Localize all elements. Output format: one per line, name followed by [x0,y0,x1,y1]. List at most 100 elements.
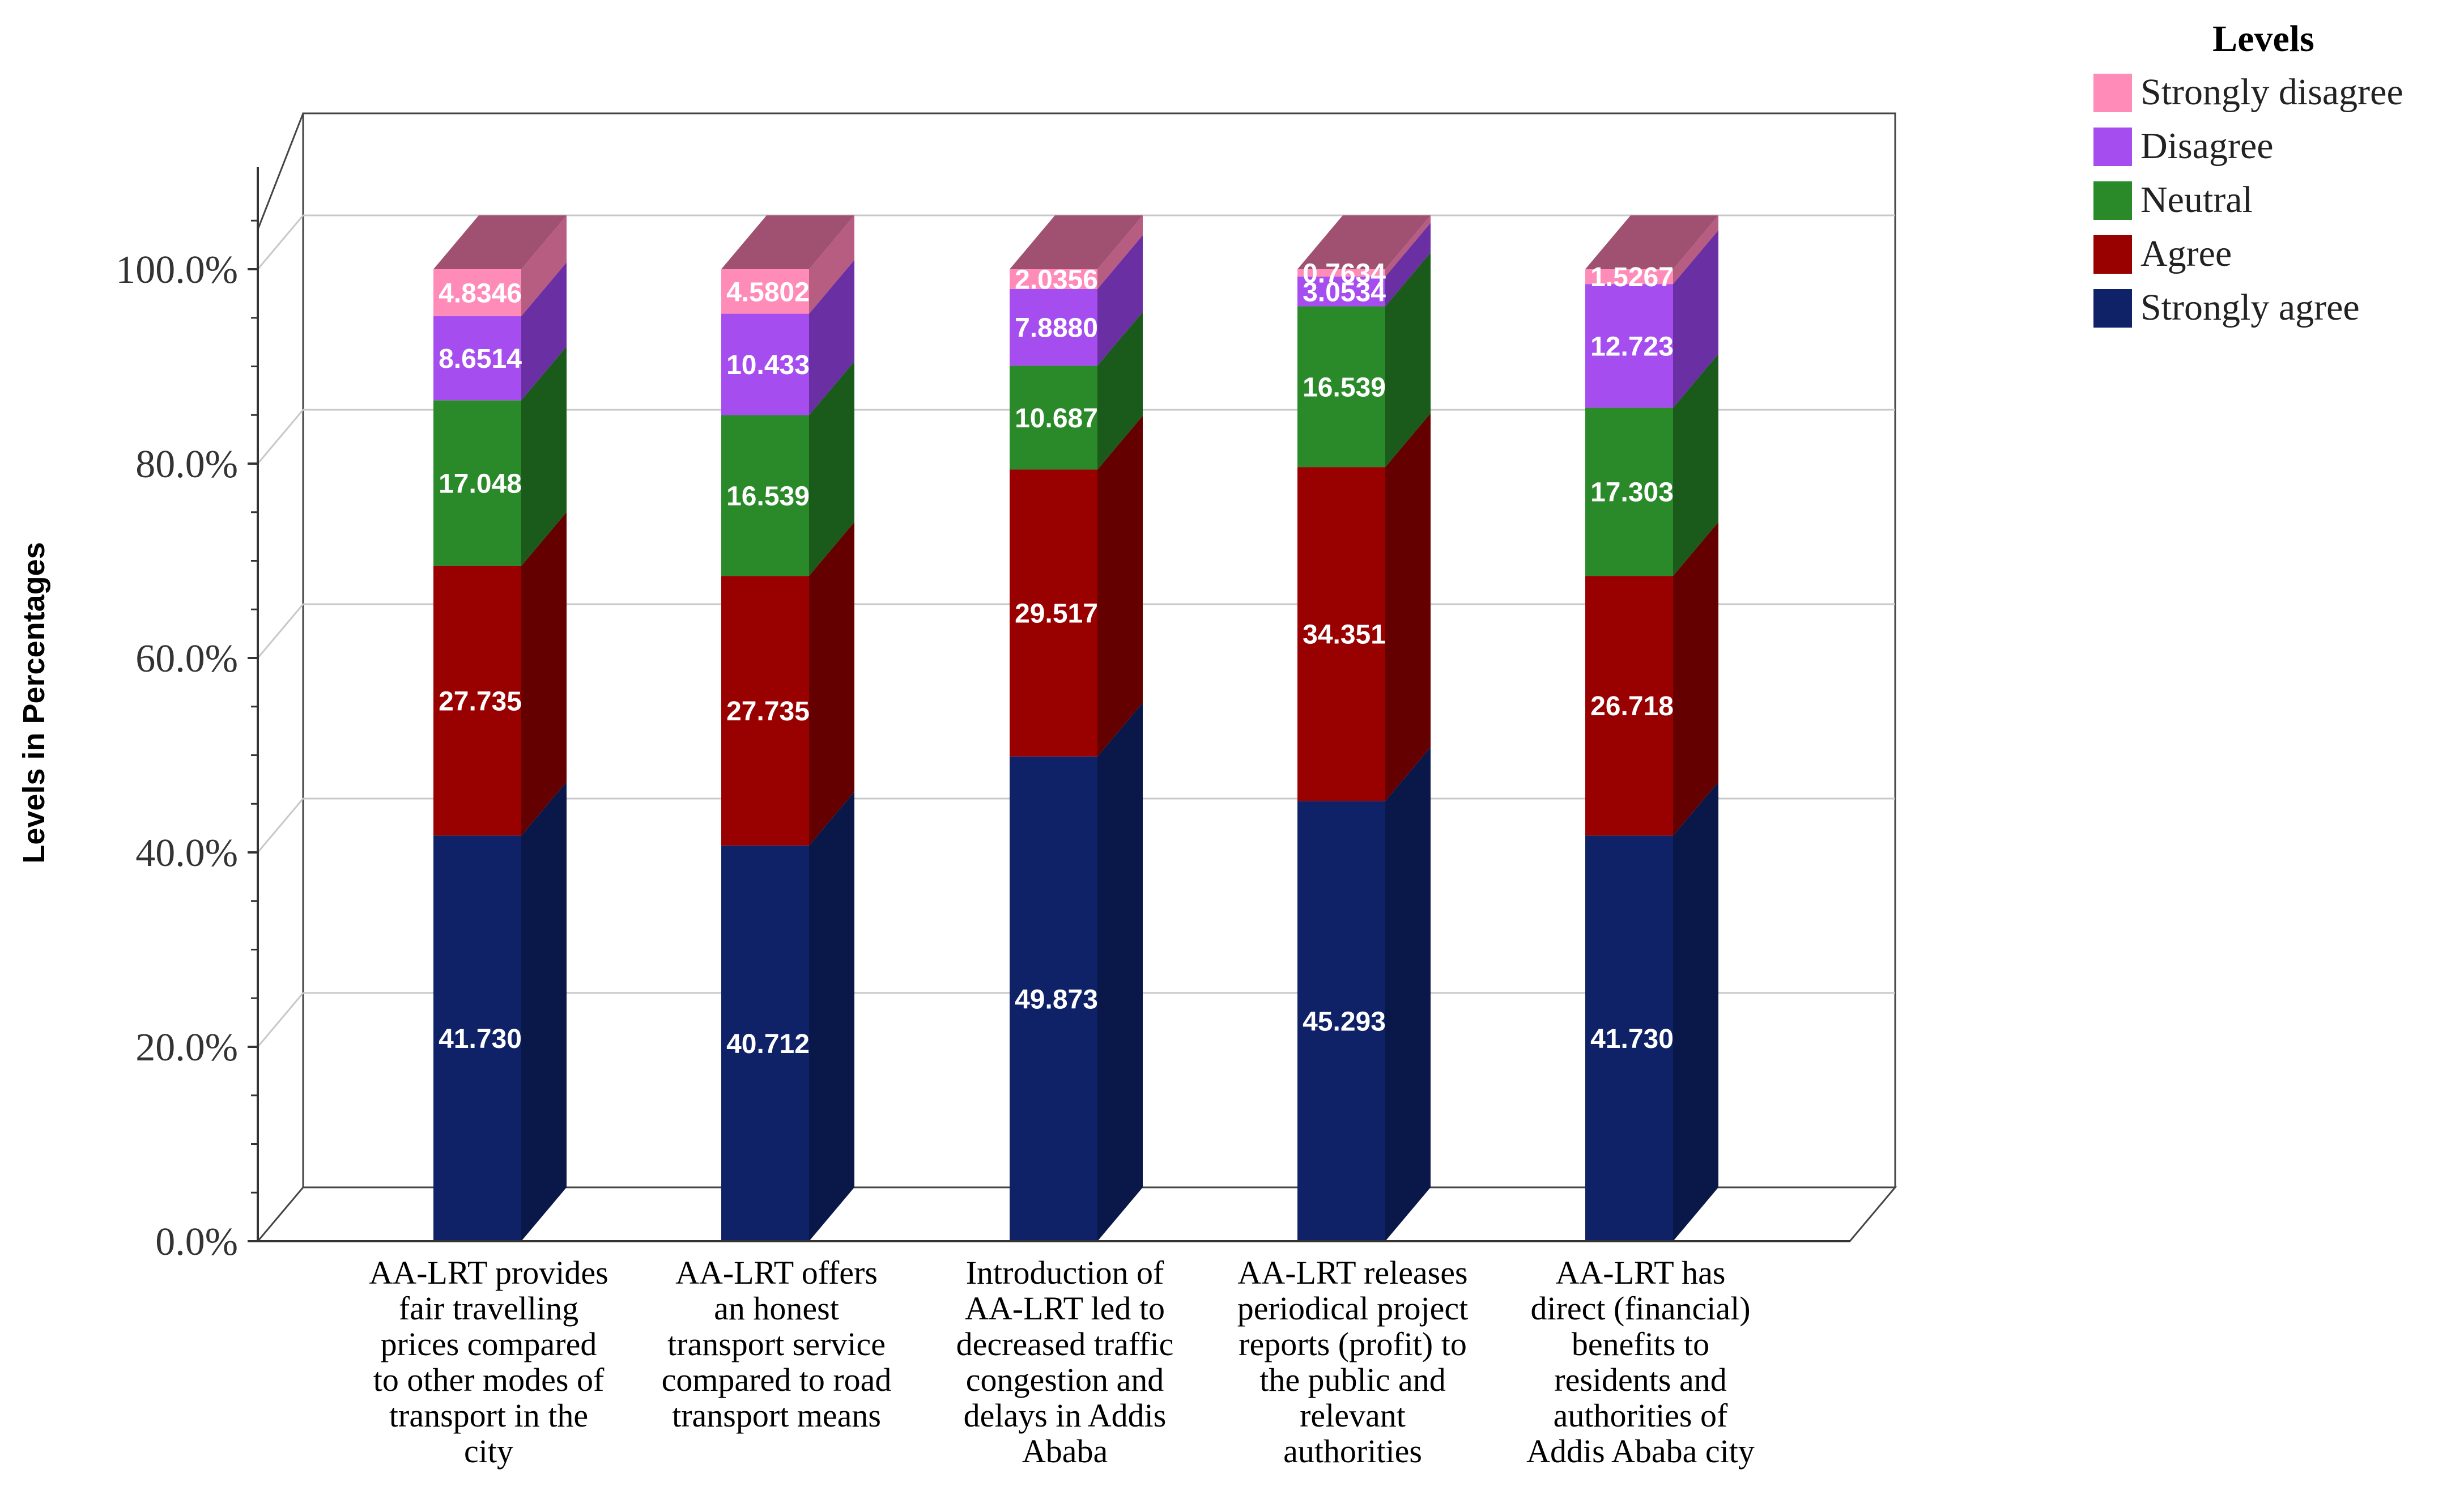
bar-segment-side [1097,702,1143,1241]
x-tick-label: AA-LRT provides fair travelling prices com… [369,1254,608,1470]
gridline-side [257,215,304,270]
y-tick-label: 20.0% [135,1026,238,1069]
data-label: 29.517 [1015,599,1098,629]
bar-segment [1010,469,1097,757]
bar-segment-side [1385,413,1431,801]
legend-swatch [2093,289,2132,328]
x-tick-label-line: decreased traffic [956,1326,1174,1362]
x-tick-label-line: authorities of [1554,1397,1728,1434]
x-tick-label: Introduction of AA-LRT led to decreased tr… [956,1254,1174,1470]
x-tick-label-line: reports (profit) to [1239,1326,1467,1362]
x-tick-label-line: relevant [1300,1397,1406,1434]
bar-segment-side [1673,215,1718,285]
bar-segment [433,316,521,401]
x-tick-label-line: residents and [1554,1361,1726,1398]
data-label: 26.718 [1590,691,1674,721]
bar-segment [1010,756,1097,1241]
bar-segment-side [521,346,567,566]
data-label: 49.873 [1015,984,1098,1014]
x-tick-label-line: the public and [1259,1361,1446,1398]
x-tick-label-line: an honest [714,1290,839,1327]
x-tick-label-line: congestion and [966,1361,1164,1398]
x-tick-label-line: Ababa [1022,1433,1108,1470]
x-tick-label-line: to other modes of [373,1361,605,1398]
bar-top [433,215,567,270]
bar-segment [1010,288,1097,366]
bar-segment [721,415,809,576]
bar-segment [721,845,809,1241]
bar-segment-side [1673,230,1718,408]
data-label: 17.303 [1590,478,1674,508]
data-label: 16.539 [1303,372,1386,402]
x-tick-label-line: AA-LRT releases [1237,1254,1467,1291]
x-tick-label-line: AA-LRT offers [675,1254,878,1291]
legend-label: Agree [2140,233,2232,274]
bar-segment [1010,366,1097,470]
x-tick-label-line: transport service [667,1326,886,1362]
bar-segment [433,566,521,836]
data-label: 10.433 [726,350,810,380]
x-tick-label-line: fair travelling [399,1290,578,1327]
bar-segment [1297,269,1385,277]
x-tick-label-line: Addis Ababa city [1526,1433,1755,1470]
gridline-side [257,798,304,853]
bar-segment [433,835,521,1241]
x-tick-label: AA-LRT has direct (financial) benefits to r… [1526,1254,1755,1470]
x-tick-label-line: direct (financial) [1530,1290,1750,1327]
bar-segment-side [1097,235,1143,366]
legend-title: Levels [2212,18,2314,60]
bar-segment-side [1097,215,1143,289]
data-label: 17.048 [439,469,522,499]
gridline-side [257,992,304,1047]
left-wall-top-edge [257,113,304,230]
bar-segment-side [809,522,854,846]
data-label: 45.293 [1303,1007,1386,1037]
bar-segment [433,269,521,316]
legend-label: Disagree [2140,125,2274,167]
x-tick-label-line: prices compared [381,1326,597,1362]
bar-segment-side [809,361,854,576]
legend-swatch [2093,128,2132,166]
bar-segment [1297,277,1385,307]
x-tick-label-line: authorities [1283,1433,1422,1470]
x-tick-label-line: delays in Addis [964,1397,1167,1434]
bar-segment [1297,306,1385,468]
x-tick-label-line: AA-LRT provides [369,1254,608,1291]
data-label: 4.5802 [726,277,810,307]
bar-top [721,215,854,270]
bar-segment [1585,576,1673,836]
data-label: 2.0356 [1015,265,1098,295]
gridline-side [257,604,304,659]
bar-segment-side [1673,782,1718,1241]
bar-segment-side [809,791,854,1241]
bar-segment [721,576,809,846]
legend-swatch [2093,74,2132,112]
bar-segment [1297,801,1385,1241]
y-tick-label: 60.0% [135,637,238,681]
bar-segment [1585,284,1673,408]
legend: Levels Strongly disagree Disagree Neutral A… [2093,18,2403,328]
legend-label: Neutral [2140,179,2253,220]
x-tick-label-line: AA-LRT has [1556,1254,1726,1291]
bar-top [1010,215,1143,269]
bar-segment [1585,835,1673,1241]
x-tick-label-line: periodical project [1237,1290,1468,1327]
bar-segment [1010,269,1097,289]
bar-segment-side [521,512,567,836]
data-label: 41.730 [439,1024,522,1054]
gridline-side [257,409,304,464]
data-label: 27.735 [439,687,522,717]
x-tick-label-line: compared to road [662,1361,892,1398]
x-tick-label-line: Introduction of [966,1254,1164,1291]
data-label: 7.8880 [1015,313,1098,343]
bar-top [1297,215,1431,270]
bar-segment [433,400,521,566]
x-tick-label-line: AA-LRT led to [965,1290,1165,1327]
bar-segment [1297,467,1385,801]
bar-segment [1585,407,1673,576]
bar-segment-side [1673,354,1718,576]
data-label: 27.735 [726,697,810,727]
legend-swatch [2093,181,2132,220]
data-label: 10.687 [1015,404,1098,434]
